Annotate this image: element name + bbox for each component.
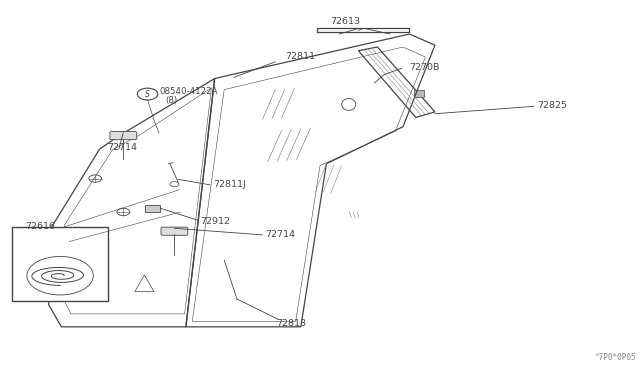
- Bar: [145, 205, 161, 212]
- Text: 72813: 72813: [276, 319, 307, 328]
- Text: ^7P0*0P05: ^7P0*0P05: [595, 353, 636, 362]
- Text: 08540-4122A: 08540-4122A: [159, 87, 218, 96]
- FancyBboxPatch shape: [161, 227, 188, 235]
- Text: 7270B: 7270B: [410, 63, 440, 72]
- Text: 72912: 72912: [200, 217, 230, 226]
- Text: (8): (8): [166, 96, 177, 105]
- Bar: [414, 90, 424, 97]
- Text: 72811: 72811: [285, 52, 315, 61]
- Text: 72825: 72825: [537, 101, 567, 110]
- FancyBboxPatch shape: [12, 227, 108, 301]
- Text: 72811J: 72811J: [213, 180, 246, 189]
- Text: 72714: 72714: [265, 230, 295, 240]
- FancyBboxPatch shape: [110, 132, 137, 140]
- Text: 72613: 72613: [330, 17, 360, 26]
- Text: 72616: 72616: [25, 222, 55, 231]
- Text: S: S: [145, 90, 150, 99]
- Text: 72714: 72714: [108, 143, 138, 152]
